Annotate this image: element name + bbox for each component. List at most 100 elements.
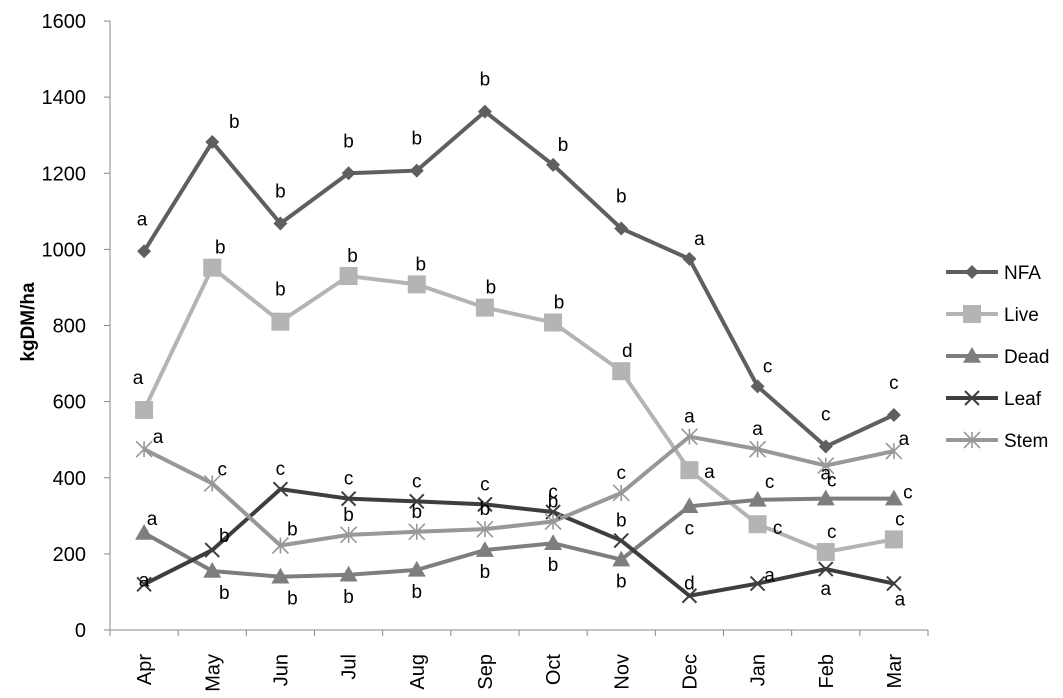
data-label: b	[287, 589, 298, 610]
y-axis-ticks: 0 200 400 600 800 1000 1200 1400 1600	[42, 11, 110, 642]
data-point	[203, 474, 221, 493]
data-label: c	[412, 471, 422, 492]
data-point	[818, 561, 834, 577]
y-tick-label: 1000	[42, 239, 87, 261]
data-point	[544, 512, 562, 531]
data-label: a	[694, 229, 705, 250]
legend-item-stem: Stem	[946, 431, 1048, 452]
data-point	[476, 520, 494, 538]
data-label: a	[684, 407, 695, 428]
data-point	[203, 258, 222, 277]
data-label: b	[480, 70, 491, 91]
legend-item-dead: Dead	[946, 347, 1049, 368]
data-point	[963, 431, 981, 449]
x-tick-label: Oct	[543, 654, 565, 686]
data-label: d	[622, 341, 633, 362]
data-point	[409, 163, 424, 178]
data-label: b	[275, 280, 286, 301]
data-point	[612, 484, 630, 502]
data-label: c	[821, 405, 831, 426]
data-label: b	[219, 583, 230, 604]
data-label: c	[763, 356, 773, 377]
legend: NFA Live Dead Leaf Stem	[946, 263, 1049, 452]
data-label: a	[764, 566, 775, 587]
x-tick-label: Feb	[816, 654, 838, 688]
data-point	[203, 562, 222, 578]
data-label: a	[820, 464, 831, 485]
data-point	[409, 493, 425, 510]
data-point	[884, 489, 903, 506]
data-point	[817, 457, 835, 475]
data-label: b	[415, 254, 426, 275]
data-label: a	[153, 427, 164, 448]
data-label: b	[480, 499, 491, 520]
data-point	[205, 135, 220, 150]
data-point	[681, 588, 698, 604]
data-point	[135, 523, 154, 540]
x-tick-label: Apr	[134, 654, 156, 685]
data-label: c	[773, 518, 783, 539]
data-label: a	[137, 209, 148, 230]
x-tick-label: Aug	[407, 654, 429, 690]
data-point	[204, 542, 220, 558]
data-point	[612, 550, 631, 567]
data-point	[818, 439, 833, 454]
y-tick-label: 800	[53, 316, 86, 338]
series-line-leaf	[143, 487, 895, 598]
data-label: b	[558, 135, 569, 156]
data-label: b	[411, 129, 422, 150]
data-point	[340, 490, 357, 507]
x-tick-label: May	[202, 654, 224, 692]
data-point	[614, 221, 629, 236]
x-tick-label: Jun	[270, 654, 292, 686]
data-label: b	[486, 278, 497, 299]
data-point	[680, 461, 699, 480]
data-label: c	[276, 459, 286, 480]
data-label: a	[704, 462, 715, 483]
legend-label: Leaf	[1004, 389, 1042, 410]
data-point	[749, 575, 766, 592]
legend-item-live: Live	[946, 305, 1039, 326]
data-point	[546, 157, 561, 172]
data-point	[135, 400, 154, 419]
data-point	[680, 428, 698, 446]
data-label: c	[617, 463, 627, 484]
data-point	[477, 496, 493, 513]
data-label: b	[343, 587, 354, 608]
data-point	[612, 362, 631, 381]
series-line-stem	[143, 434, 895, 548]
y-tick-label: 1400	[42, 87, 87, 109]
data-point	[271, 536, 289, 555]
data-point	[965, 265, 979, 279]
data-point	[272, 481, 289, 497]
data-label: b	[343, 131, 354, 152]
data-label: c	[827, 522, 837, 543]
y-tick-label: 1200	[42, 163, 87, 185]
data-point	[816, 489, 835, 506]
data-point	[963, 305, 981, 323]
data-label: c	[889, 373, 899, 394]
data-point	[136, 576, 152, 593]
data-label: b	[548, 555, 559, 576]
data-point	[341, 166, 356, 181]
data-label: b	[229, 112, 240, 133]
series-markers	[135, 104, 903, 604]
data-point	[963, 347, 981, 363]
y-tick-label: 1600	[42, 11, 87, 33]
data-point	[135, 440, 153, 458]
data-label: c	[480, 474, 490, 495]
data-label: c	[685, 518, 695, 539]
data-label: a	[895, 590, 906, 611]
data-label: b	[411, 582, 422, 603]
series-line-nfa	[142, 108, 895, 449]
data-label: b	[616, 186, 627, 207]
data-point	[816, 542, 835, 561]
legend-label: Dead	[1004, 347, 1049, 368]
data-label: b	[554, 292, 565, 313]
data-label: b	[287, 520, 298, 541]
data-point	[886, 407, 901, 422]
data-point	[477, 104, 492, 119]
data-point	[748, 515, 767, 534]
